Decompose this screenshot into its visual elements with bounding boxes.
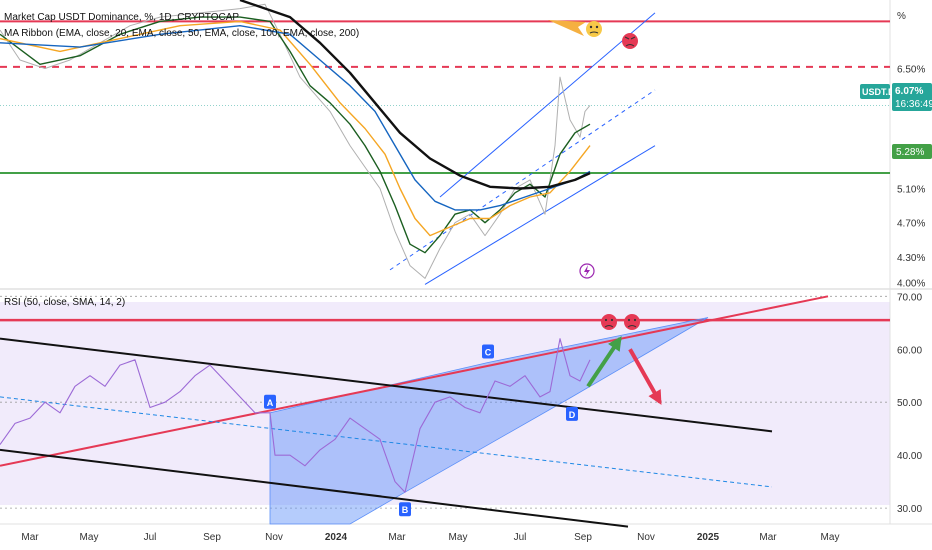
x-tick-10: Nov xyxy=(637,532,655,543)
rsi-y-tick-2: 50.00 xyxy=(897,398,922,409)
ma-ribbon-legend: MA Ribbon (EMA, close, 20, EMA, close, 5… xyxy=(4,28,359,39)
x-tick-7: May xyxy=(449,532,468,543)
channel-upper xyxy=(439,12,656,198)
rsi-trendline-2 xyxy=(0,448,629,528)
rsi-trendline-0 xyxy=(0,295,829,467)
rsi-y-tick-3: 40.00 xyxy=(897,451,922,462)
pointer-arrow-icon xyxy=(548,20,586,36)
price-y-tick-2: 5.10% xyxy=(897,184,925,195)
x-tick-3: Sep xyxy=(203,532,221,543)
series-ema200 xyxy=(239,0,591,190)
rsi-y-tick-4: 30.00 xyxy=(897,504,922,515)
x-tick-8: Jul xyxy=(514,532,527,543)
svg-text:A: A xyxy=(267,398,274,408)
thinking-emoji-icon xyxy=(586,21,602,37)
x-tick-5: 2024 xyxy=(325,532,348,543)
price-y-tick-0: 6.50% xyxy=(897,65,925,76)
rsi-angry-emoji-icon-2 xyxy=(624,314,640,330)
x-tick-4: Nov xyxy=(265,532,283,543)
rsi-point-A: A xyxy=(264,394,276,409)
rsi-arrow-1 xyxy=(628,348,662,405)
rsi-series xyxy=(0,338,591,493)
rsi-arrow-0 xyxy=(586,336,622,388)
price-tag-time: 16:36:49 xyxy=(895,99,932,110)
angry-emoji-icon xyxy=(622,33,638,49)
x-tick-1: May xyxy=(80,532,99,543)
rsi-angry-emoji-icon-1 xyxy=(601,314,617,330)
percent-unit-label: % xyxy=(897,11,906,22)
x-tick-9: Sep xyxy=(574,532,592,543)
rsi-point-C: C xyxy=(482,344,494,359)
x-tick-13: May xyxy=(821,532,840,543)
series-ema100 xyxy=(0,25,591,211)
rsi-pane: A B C D xyxy=(0,295,890,528)
price-pane-bg xyxy=(0,0,890,287)
rsi-point-D: D xyxy=(566,406,578,421)
x-tick-12: Mar xyxy=(759,532,777,543)
series-ema50 xyxy=(0,20,591,237)
rsi-trendline-1 xyxy=(0,337,773,433)
rsi-legend: RSI (50, close, SMA, 14, 2) xyxy=(4,297,125,308)
price-y-tick-3: 4.70% xyxy=(897,219,925,230)
svg-text:C: C xyxy=(485,347,492,357)
rsi-trendline-3 xyxy=(0,396,773,488)
x-tick-2: Jul xyxy=(144,532,157,543)
x-tick-6: Mar xyxy=(388,532,406,543)
price-y-tick-5: 4.00% xyxy=(897,279,925,290)
x-tick-0: Mar xyxy=(21,532,39,543)
support-tag: 5.28% xyxy=(892,144,932,159)
svg-text:B: B xyxy=(402,505,409,515)
support-tag-value: 5.28% xyxy=(896,147,924,158)
rsi-y-tick-1: 60.00 xyxy=(897,345,922,356)
x-tick-11: 2025 xyxy=(697,532,720,543)
price-pane xyxy=(0,0,890,285)
series-price xyxy=(0,3,591,279)
lightning-icon xyxy=(579,263,595,279)
price-tag-value: 6.07% xyxy=(895,86,923,97)
channel-middle xyxy=(389,89,656,271)
rsi-point-B: B xyxy=(399,502,411,517)
channel-lower xyxy=(424,145,656,285)
svg-text:D: D xyxy=(569,410,576,420)
price-chart-title: Market Cap USDT Dominance, %, 1D, CRYPTO… xyxy=(4,12,239,23)
rsi-y-tick-0: 70.00 xyxy=(897,292,922,303)
price-tag: USDT.D 6.07% 16:36:49 xyxy=(860,83,932,111)
price-y-tick-4: 4.30% xyxy=(897,253,925,264)
price-tag-symbol: USDT.D xyxy=(862,87,895,97)
